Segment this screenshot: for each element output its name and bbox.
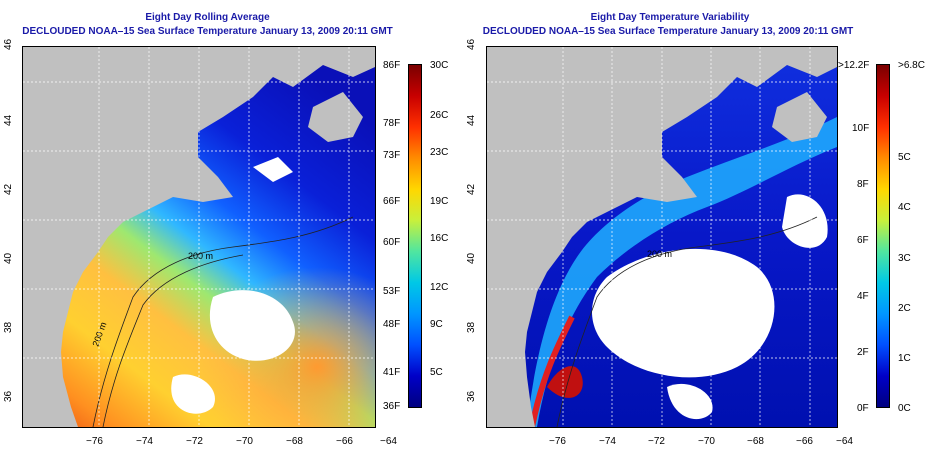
right-contour-200m bbox=[556, 216, 818, 427]
right-variability-map: 200 m bbox=[486, 46, 838, 428]
left-cbar-f-53: 53F bbox=[383, 286, 401, 297]
right-cbar-c-5: 5C bbox=[898, 152, 911, 163]
left-cbar-c-5: 5C bbox=[430, 367, 443, 378]
left-cbar-c-9: 9C bbox=[430, 319, 443, 330]
left-cbar-c-12: 12C bbox=[430, 282, 449, 293]
right-high-variability-band bbox=[529, 315, 575, 427]
right-map-svg: 200 m bbox=[487, 47, 837, 427]
left-x-tick-76: −76 bbox=[86, 436, 103, 447]
left-y-tick-38: 38 bbox=[3, 321, 14, 333]
right-land-mass bbox=[487, 47, 837, 427]
left-y-tick-42: 42 bbox=[3, 183, 14, 195]
left-cbar-f-78: 78F bbox=[383, 118, 401, 129]
right-cbar-c-2: 2C bbox=[898, 303, 911, 314]
right-contour-label: 200 m bbox=[647, 249, 672, 259]
right-cbar-c-4: 4C bbox=[898, 202, 911, 213]
right-nodata-patch-3 bbox=[667, 383, 713, 420]
right-cbar-f-max: >12.2F bbox=[838, 60, 870, 71]
right-grid bbox=[487, 47, 837, 427]
left-contour-label-1: 200 m bbox=[188, 251, 213, 261]
left-cbar-f-73: 73F bbox=[383, 150, 401, 161]
left-grid bbox=[23, 47, 375, 427]
right-x-tick-66: −66 bbox=[796, 436, 813, 447]
left-y-tick-46: 46 bbox=[3, 38, 14, 50]
left-x-tick-66: −66 bbox=[336, 436, 353, 447]
left-land-mass bbox=[23, 47, 375, 427]
left-y-tick-40: 40 bbox=[3, 252, 14, 264]
left-x-tick-68: −68 bbox=[286, 436, 303, 447]
right-y-tick-46: 46 bbox=[466, 38, 477, 50]
right-cbar-f-10: 10F bbox=[852, 123, 870, 134]
right-y-tick-44: 44 bbox=[466, 114, 477, 126]
left-cbar-c-19: 19C bbox=[430, 196, 449, 207]
right-cbar-f-6: 6F bbox=[857, 235, 869, 246]
right-x-tick-74: −74 bbox=[599, 436, 616, 447]
left-sst-map: 200 m 200 m bbox=[22, 46, 376, 428]
right-y-tick-36: 36 bbox=[466, 390, 477, 402]
left-cbar-f-66: 66F bbox=[383, 196, 401, 207]
right-x-tick-68: −68 bbox=[747, 436, 764, 447]
left-cbar-c-26: 26C bbox=[430, 110, 449, 121]
left-cbar-c-16: 16C bbox=[430, 233, 449, 244]
right-title-line1: Eight Day Temperature Variability bbox=[590, 12, 750, 23]
right-shelf-band bbox=[527, 117, 837, 427]
left-title-line2: DECLOUDED NOAA–15 Sea Surface Temperatur… bbox=[22, 26, 393, 37]
left-cbar-f-36: 36F bbox=[383, 401, 401, 412]
right-y-tick-38: 38 bbox=[466, 321, 477, 333]
left-cbar-c-23: 23C bbox=[430, 147, 449, 158]
right-colorbar bbox=[876, 64, 890, 408]
right-y-tick-42: 42 bbox=[466, 183, 477, 195]
right-x-tick-64: −64 bbox=[836, 436, 853, 447]
left-contour-outer bbox=[102, 254, 244, 427]
right-cbar-f-4: 4F bbox=[857, 291, 869, 302]
right-title-line2: DECLOUDED NOAA–15 Sea Surface Temperatur… bbox=[482, 26, 854, 37]
right-cbar-c-1: 1C bbox=[898, 353, 911, 364]
right-y-tick-40: 40 bbox=[466, 252, 477, 264]
right-nodata-patch bbox=[592, 248, 775, 378]
right-cbar-f-2: 2F bbox=[857, 347, 869, 358]
left-contour-200m bbox=[92, 216, 354, 427]
left-title-line1: Eight Day Rolling Average bbox=[145, 12, 270, 23]
left-cbar-f-60: 60F bbox=[383, 237, 401, 248]
right-x-tick-70: −70 bbox=[698, 436, 715, 447]
left-x-tick-70: −70 bbox=[236, 436, 253, 447]
left-colorbar bbox=[408, 64, 422, 408]
right-nova-scotia bbox=[772, 92, 827, 142]
left-cloud-patch bbox=[209, 290, 295, 361]
left-y-tick-44: 44 bbox=[3, 114, 14, 126]
left-cbar-c-30: 30C bbox=[430, 60, 449, 71]
right-red-eddy bbox=[547, 366, 583, 398]
right-cbar-f-0: 0F bbox=[857, 403, 869, 414]
right-cbar-f-8: 8F bbox=[857, 179, 869, 190]
right-x-tick-72: −72 bbox=[648, 436, 665, 447]
left-y-tick-36: 36 bbox=[3, 390, 14, 402]
right-nodata-patch-2 bbox=[782, 194, 828, 248]
right-cbar-c-3: 3C bbox=[898, 253, 911, 264]
left-x-tick-74: −74 bbox=[136, 436, 153, 447]
left-cloud-patch-2 bbox=[171, 374, 215, 414]
left-cbar-f-48: 48F bbox=[383, 319, 401, 330]
right-cbar-c-max: >6.8C bbox=[898, 60, 925, 71]
left-map-svg: 200 m 200 m bbox=[23, 47, 375, 427]
left-x-tick-64: −64 bbox=[380, 436, 397, 447]
left-cloud-patch-3 bbox=[253, 157, 293, 182]
right-cbar-c-0: 0C bbox=[898, 403, 911, 414]
left-cbar-f-41: 41F bbox=[383, 367, 401, 378]
right-x-tick-76: −76 bbox=[549, 436, 566, 447]
left-x-tick-72: −72 bbox=[186, 436, 203, 447]
left-cbar-f-86: 86F bbox=[383, 60, 401, 71]
